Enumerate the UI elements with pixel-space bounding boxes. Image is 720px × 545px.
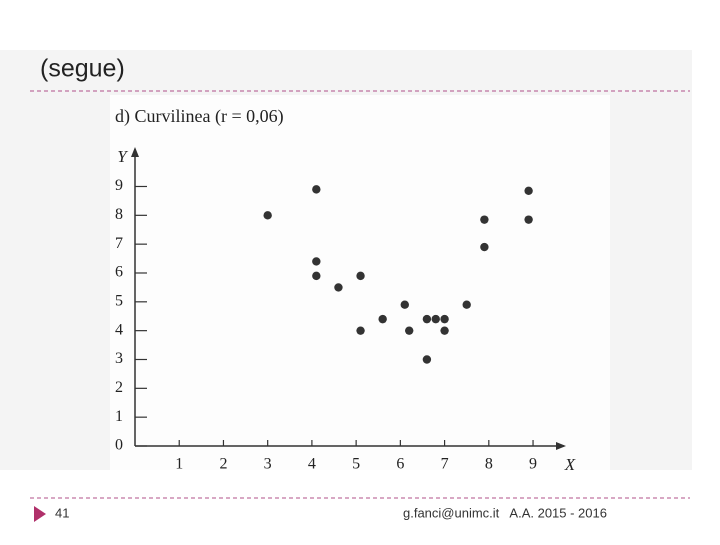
point — [480, 242, 489, 252]
point — [431, 314, 440, 324]
point — [312, 257, 321, 266]
y-tick-label: 2 — [115, 379, 123, 396]
point — [422, 355, 432, 364]
x-tick-label: 2 — [219, 456, 227, 473]
chart-title: d) Curvilinea (r = 0,06) — [115, 106, 284, 127]
y-axis-label: Y — [117, 147, 128, 166]
x-tick-label: 6 — [396, 456, 404, 473]
point — [480, 215, 489, 224]
point — [356, 326, 365, 335]
y-tick-label: 8 — [115, 206, 123, 223]
y-axis-arrow — [131, 147, 139, 157]
point — [356, 271, 365, 281]
x-tick-label: 5 — [352, 456, 360, 473]
y-tick-label: 6 — [115, 264, 123, 281]
y-tick-label: 5 — [115, 292, 123, 309]
x-tick-label: 9 — [529, 456, 537, 473]
footer-text: g.fanci@unimc.it A.A. 2015 - 2016 — [403, 505, 607, 520]
point — [400, 300, 409, 309]
point — [263, 211, 272, 220]
x-axis-label: X — [564, 455, 576, 474]
y-tick-label: 0 — [115, 437, 123, 454]
point — [334, 283, 343, 292]
y-tick-label: 1 — [115, 408, 123, 425]
x-tick-label: 8 — [485, 456, 493, 473]
scan-plot-area — [110, 95, 610, 470]
x-tick-label: 3 — [264, 456, 272, 473]
point — [524, 215, 533, 224]
y-tick-label: 7 — [115, 235, 123, 252]
point — [405, 326, 414, 335]
point — [440, 326, 449, 335]
point — [422, 314, 432, 324]
point — [524, 186, 533, 196]
point — [378, 314, 387, 324]
y-tick-label: 3 — [115, 350, 123, 367]
x-tick-label: 1 — [175, 456, 183, 473]
x-tick-label: 4 — [308, 456, 316, 473]
y-tick-label: 9 — [115, 177, 123, 194]
point — [440, 314, 449, 324]
point — [312, 185, 321, 194]
y-tick-label: 4 — [115, 321, 123, 338]
point — [462, 300, 471, 309]
point — [312, 271, 321, 281]
x-axis-arrow — [556, 442, 566, 450]
page-number: 41 — [55, 505, 69, 520]
x-tick-label: 7 — [441, 456, 449, 473]
footer-arrow — [34, 506, 46, 522]
slide-title: (segue) — [40, 55, 125, 83]
